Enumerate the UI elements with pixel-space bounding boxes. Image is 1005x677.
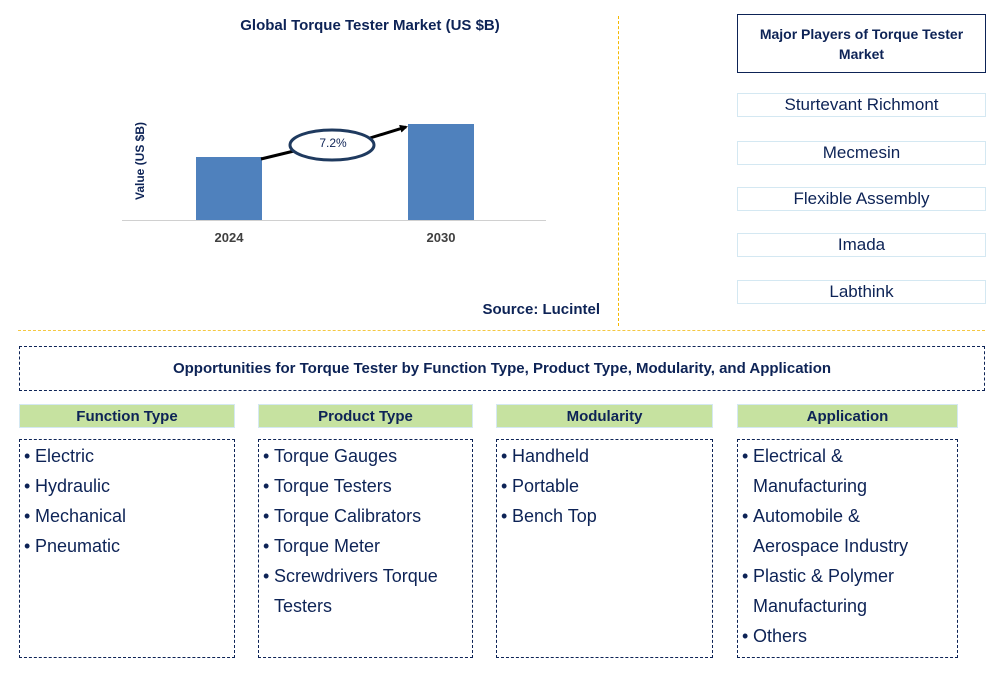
y-axis-label: Value (US $B) bbox=[133, 121, 147, 200]
list-item: Plastic & Polymer Manufacturing bbox=[742, 561, 953, 621]
product-type-list: Torque Gauges Torque Testers Torque Cali… bbox=[258, 439, 473, 658]
bar-2024 bbox=[196, 157, 262, 220]
list-item: Electric bbox=[24, 441, 230, 471]
list-item: Automobile & Aerospace Industry bbox=[742, 501, 953, 561]
player-item: Sturtevant Richmont bbox=[737, 93, 986, 117]
list-item: Torque Gauges bbox=[263, 441, 468, 471]
list-item: Bench Top bbox=[501, 501, 708, 531]
list-item: Portable bbox=[501, 471, 708, 501]
list-item: Torque Testers bbox=[263, 471, 468, 501]
header-product-type: Product Type bbox=[258, 404, 473, 428]
cagr-arrow-icon bbox=[260, 124, 408, 162]
list-item: Hydraulic bbox=[24, 471, 230, 501]
bar-2030 bbox=[408, 124, 474, 220]
source-label: Source: Lucintel bbox=[482, 301, 600, 318]
chart-title: Global Torque Tester Market (US $B) bbox=[240, 17, 500, 34]
player-item: Labthink bbox=[737, 280, 986, 304]
list-item: Handheld bbox=[501, 441, 708, 471]
players-title: Major Players of Torque Tester Market bbox=[737, 14, 986, 73]
player-item: Mecmesin bbox=[737, 141, 986, 165]
list-item: Others bbox=[742, 621, 953, 651]
modularity-list: Handheld Portable Bench Top bbox=[496, 439, 713, 658]
vertical-divider bbox=[618, 16, 619, 326]
player-item: Imada bbox=[737, 233, 986, 257]
horizontal-divider bbox=[18, 330, 985, 331]
x-tick-2024: 2024 bbox=[214, 230, 244, 245]
list-item: Pneumatic bbox=[24, 531, 230, 561]
player-item: Flexible Assembly bbox=[737, 187, 986, 211]
header-application: Application bbox=[737, 404, 958, 428]
list-item: Mechanical bbox=[24, 501, 230, 531]
x-axis-line bbox=[122, 220, 546, 221]
header-function-type: Function Type bbox=[19, 404, 235, 428]
list-item: Screwdrivers Torque Testers bbox=[263, 561, 468, 621]
list-item: Torque Meter bbox=[263, 531, 468, 561]
cagr-label: 7.2% bbox=[319, 136, 347, 150]
list-item: Electrical & Manufacturing bbox=[742, 441, 953, 501]
function-type-list: Electric Hydraulic Mechanical Pneumatic bbox=[19, 439, 235, 658]
header-modularity: Modularity bbox=[496, 404, 713, 428]
opportunities-title: Opportunities for Torque Tester by Funct… bbox=[19, 346, 985, 391]
list-item: Torque Calibrators bbox=[263, 501, 468, 531]
x-tick-2030: 2030 bbox=[426, 230, 456, 245]
application-list: Electrical & Manufacturing Automobile & … bbox=[737, 439, 958, 658]
